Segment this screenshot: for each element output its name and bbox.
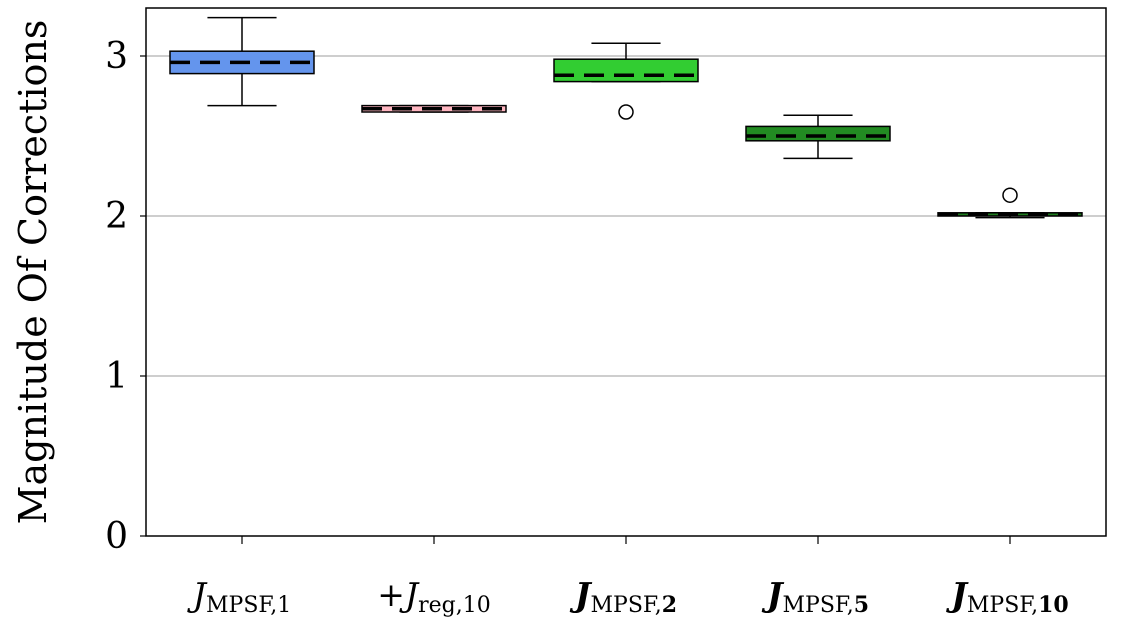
plot-frame — [145, 7, 1107, 537]
x-tick-subscript: MPSF, — [783, 593, 854, 618]
y-axis-label: Magnitude Of Corrections — [11, 20, 55, 525]
x-tick-subscript: MPSF, — [967, 593, 1038, 618]
y-tick-label: 3 — [105, 36, 128, 77]
x-tick-subscript-number: 2 — [662, 592, 677, 618]
y-tick-label: 2 — [105, 196, 128, 237]
x-tick-main: J — [399, 575, 420, 614]
x-tick-label: JMPSF,1 — [187, 575, 291, 618]
y-tick-label: 1 — [105, 356, 128, 397]
x-tick-label: JMPSF,2 — [569, 575, 677, 618]
x-tick-subscript-number: 1 — [277, 593, 291, 618]
box-3 — [553, 42, 699, 120]
y-axis-ticks: 0 1 2 3 — [105, 36, 146, 557]
box-plot-series — [169, 16, 1083, 219]
x-tick-subscript-number: 10 — [463, 593, 491, 618]
box-1 — [169, 16, 315, 107]
box-5 — [937, 187, 1083, 219]
x-tick-prefix: + — [377, 575, 405, 614]
x-tick-label: +Jreg,10 — [377, 575, 491, 618]
x-tick-subscript: MPSF, — [206, 593, 277, 618]
x-tick-main: J — [187, 575, 208, 614]
x-tick-main: J — [945, 575, 969, 614]
x-tick-subscript-number: 10 — [1038, 592, 1069, 618]
iqr-box — [553, 58, 699, 83]
x-tick-subscript: MPSF, — [591, 593, 662, 618]
box-2 — [361, 104, 507, 113]
x-tick-subscript-number: 5 — [854, 592, 869, 618]
iqr-box — [745, 125, 891, 142]
x-tick-main: J — [761, 575, 785, 614]
x-tick-subscript: reg, — [418, 593, 463, 618]
outlier-point — [618, 104, 634, 120]
x-tick-label: JMPSF,10 — [945, 575, 1068, 618]
outlier-point — [1002, 187, 1018, 203]
x-tick-main: J — [569, 575, 593, 614]
box-4 — [745, 114, 891, 160]
x-axis-ticks: JMPSF,1 +Jreg,10 JMPSF,2 JMPSF,5 JMPSF,10 — [187, 536, 1069, 618]
y-tick-label: 0 — [105, 516, 128, 557]
x-tick-label: JMPSF,5 — [761, 575, 869, 618]
